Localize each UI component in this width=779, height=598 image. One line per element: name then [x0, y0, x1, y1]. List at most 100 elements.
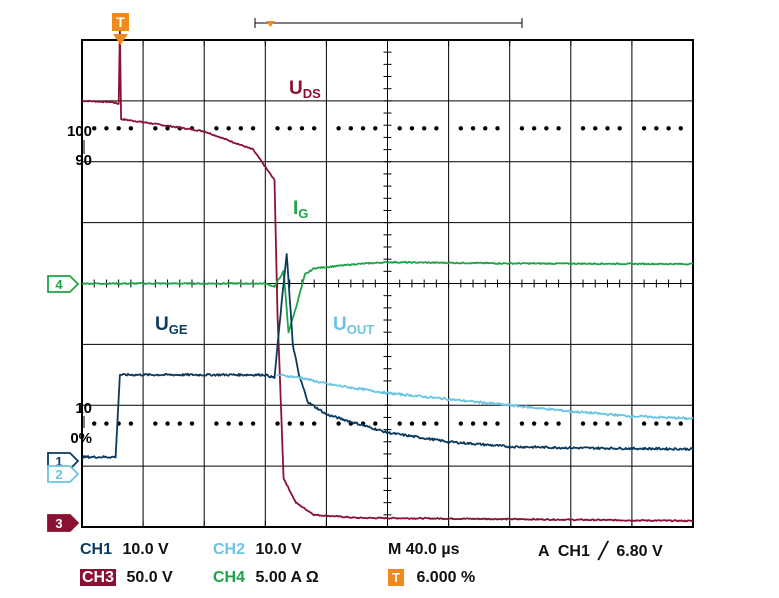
- reference-dot: [641, 421, 647, 426]
- reference-dot: [299, 421, 305, 426]
- reference-dot: [92, 126, 97, 131]
- trigger-source: A CH1: [538, 543, 590, 560]
- reference-dot: [409, 126, 415, 131]
- reference-dot: [556, 421, 561, 426]
- reference-dot: [250, 421, 256, 426]
- reference-dot: [153, 126, 158, 131]
- ch3-label: CH3: [80, 569, 117, 586]
- reference-dot: [531, 421, 537, 426]
- trace-uout: [276, 373, 694, 420]
- reference-dot: [214, 421, 219, 426]
- channel-4-marker: [47, 275, 80, 293]
- reference-dot: [409, 421, 415, 426]
- trace-ig: [81, 260, 694, 334]
- ch2-setting: CH2 10.0 V: [213, 541, 302, 559]
- markers: 100 90 10 0% UDS IG UGE UOUT 4 12 3 T: [47, 13, 523, 532]
- annotation-uout: UOUT: [333, 314, 374, 337]
- reference-dot: [544, 126, 549, 131]
- reference-dot: [128, 126, 134, 131]
- reference-dot: [495, 421, 500, 426]
- channel-1-marker-label: 1: [55, 454, 62, 469]
- reference-dot: [153, 421, 158, 426]
- reference-dot: [678, 126, 683, 131]
- reference-dot: [580, 126, 586, 131]
- trigger-position-value: 6.000 %: [416, 569, 476, 586]
- reference-dot: [470, 126, 476, 131]
- reference-dot: [250, 126, 256, 131]
- annotation-uge: UGE: [155, 314, 188, 337]
- reference-dot: [470, 421, 476, 426]
- reference-dot: [617, 421, 622, 426]
- timebase-setting: M 40.0 µs: [388, 541, 459, 559]
- ch2-label: CH2: [213, 541, 246, 558]
- trigger-level: 6.80 V: [616, 543, 663, 560]
- trigger-position: T 6.000 %: [388, 569, 475, 587]
- reference-dot: [519, 126, 525, 131]
- reference-dot: [226, 126, 231, 131]
- level-label-0: 0%: [70, 430, 92, 447]
- reference-dot: [116, 126, 121, 131]
- reference-dot: [336, 126, 341, 131]
- ch3-setting: CH3 50.0 V: [80, 569, 173, 587]
- reference-dot: [556, 126, 561, 131]
- reference-dot: [373, 126, 378, 131]
- reference-dot: [483, 126, 488, 131]
- reference-dot: [373, 421, 378, 426]
- annotation-uds: UDS: [289, 78, 321, 101]
- ch4-label: CH4: [213, 569, 246, 586]
- reference-dot: [421, 421, 427, 426]
- reference-dot: [165, 421, 170, 426]
- ch4-setting: CH4 5.00 A Ω: [213, 569, 319, 587]
- channel-3-marker: [47, 514, 80, 532]
- ch3-value: 50.0 V: [126, 569, 173, 586]
- reference-dot: [593, 126, 598, 131]
- reference-dot: [580, 421, 586, 426]
- reference-dot: [287, 126, 292, 131]
- reference-dot: [104, 421, 109, 426]
- channel-2-marker: [47, 465, 80, 483]
- reference-dot: [397, 126, 402, 131]
- rising-edge-icon: ╱: [598, 543, 608, 560]
- reference-dot: [617, 126, 622, 131]
- reference-dot: [605, 126, 610, 131]
- reference-dot: [226, 421, 231, 426]
- channel-4-marker-label: 4: [55, 277, 63, 292]
- reference-dot: [397, 421, 402, 426]
- level-label-10: 10: [75, 400, 92, 417]
- reference-dot: [177, 421, 182, 426]
- traces: [81, 27, 694, 523]
- trigger-marker-label: T: [116, 14, 125, 30]
- reference-dot: [434, 421, 439, 426]
- reference-dot: [311, 126, 317, 131]
- ch1-setting: CH1 10.0 V: [80, 541, 169, 559]
- reference-dot: [348, 126, 354, 131]
- reference-dot: [275, 126, 280, 131]
- reference-dot: [678, 421, 683, 426]
- reference-dot: [165, 126, 170, 131]
- reference-dot: [654, 126, 659, 131]
- reference-dot: [360, 126, 366, 131]
- reference-dot: [214, 126, 219, 131]
- reference-dot: [336, 421, 341, 426]
- ch2-value: 10.0 V: [255, 541, 302, 558]
- reference-dot: [458, 421, 464, 426]
- reference-dot: [641, 126, 647, 131]
- ch1-label: CH1: [80, 541, 113, 558]
- reference-dot: [654, 421, 659, 426]
- reference-dot: [104, 126, 109, 131]
- reference-dot: [311, 421, 317, 426]
- reference-dot: [421, 126, 427, 131]
- reference-dot: [593, 421, 598, 426]
- reference-dot: [544, 421, 549, 426]
- timebase-value: M 40.0 µs: [388, 541, 460, 558]
- reference-dot: [189, 421, 195, 426]
- channel-2-marker-label: 2: [55, 467, 62, 482]
- reference-dot: [531, 126, 537, 131]
- reference-dot: [483, 421, 488, 426]
- reference-dot: [238, 126, 244, 131]
- reference-dot: [458, 126, 464, 131]
- reference-dot: [519, 421, 525, 426]
- annotation-ig: IG: [293, 198, 308, 221]
- trigger-setting: A CH1 ╱ 6.80 V: [538, 541, 663, 561]
